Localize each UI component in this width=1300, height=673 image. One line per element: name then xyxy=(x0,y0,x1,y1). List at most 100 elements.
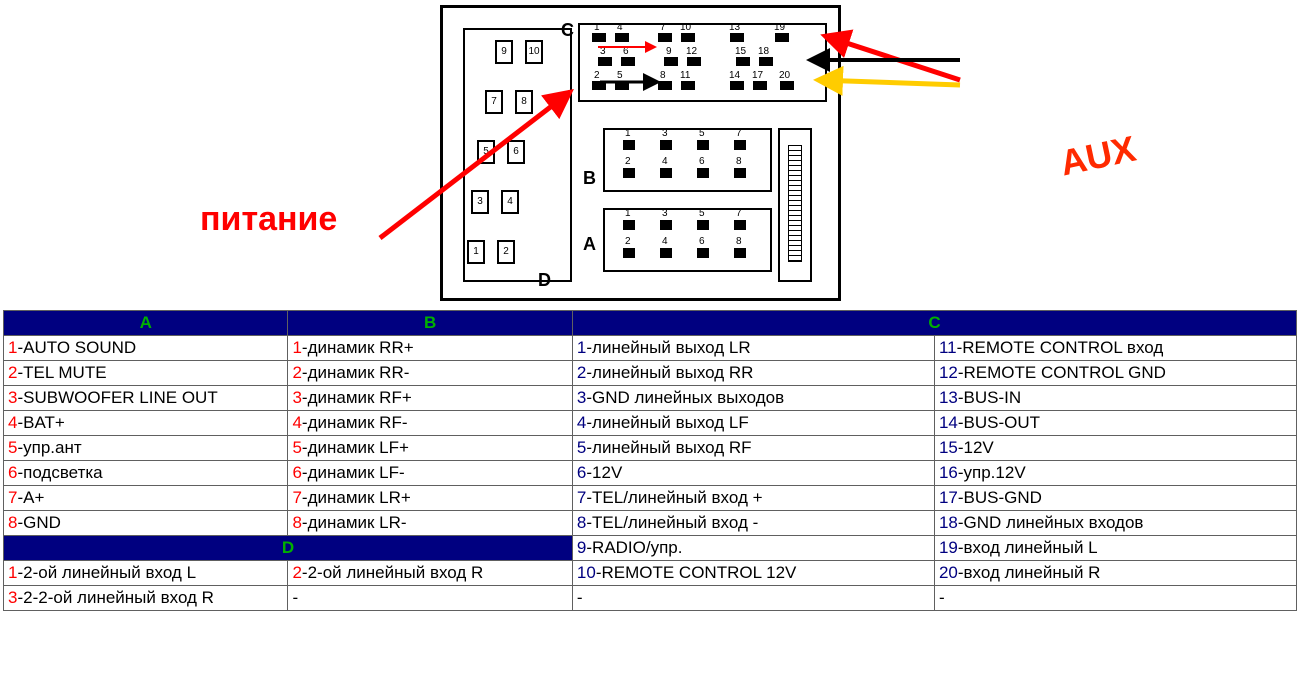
c-pin xyxy=(658,81,672,90)
c-pin xyxy=(775,33,789,42)
cell-b: 2-динамик RR- xyxy=(288,361,572,386)
cell-d: 2-2-ой линейный вход R xyxy=(288,561,572,586)
c-pin-label: 4 xyxy=(617,22,623,33)
connector-block-d: 9 10 7 8 5 6 3 4 1 2 xyxy=(463,28,572,282)
a-pin xyxy=(660,248,672,258)
c-pin-label: 6 xyxy=(623,46,629,57)
cell-c: 18-GND линейных входов xyxy=(934,511,1296,536)
c-pin-label: 18 xyxy=(758,46,769,57)
c-pin-label: 7 xyxy=(660,22,666,33)
a-pin-label: 4 xyxy=(662,236,668,247)
connector-block-a: 1 3 5 7 2 4 6 8 xyxy=(603,208,772,272)
connector-diagram: 9 10 7 8 5 6 3 4 1 2 D 1 4 7 10 13 19 3 … xyxy=(0,0,1300,310)
table-row: 7-A+7-динамик LR+7-TEL/линейный вход +17… xyxy=(4,486,1297,511)
d-pin: 10 xyxy=(525,40,543,64)
c-pin-label: 11 xyxy=(680,70,690,81)
b-pin-label: 6 xyxy=(699,156,705,167)
c-pin xyxy=(780,81,794,90)
cell-c: 5-линейный выход RF xyxy=(572,436,934,461)
cell-b: 8-динамик LR- xyxy=(288,511,572,536)
header-b: B xyxy=(288,311,572,336)
table-row: 8-GND8-динамик LR-8-TEL/линейный вход -1… xyxy=(4,511,1297,536)
annotation-power: питание xyxy=(200,200,337,239)
cell-b: 3-динамик RF+ xyxy=(288,386,572,411)
connector-block-b: 1 3 5 7 2 4 6 8 xyxy=(603,128,772,192)
cell-a: 2-TEL MUTE xyxy=(4,361,288,386)
block-label-b: B xyxy=(583,168,596,189)
cell-b: 4-динамик RF- xyxy=(288,411,572,436)
c-pin-label: 14 xyxy=(729,70,740,81)
cell-c: 19-вход линейный L xyxy=(934,536,1296,561)
b-pin xyxy=(660,140,672,150)
a-pin xyxy=(623,248,635,258)
cell-c: 16-упр.12V xyxy=(934,461,1296,486)
cell-c: 13-BUS-IN xyxy=(934,386,1296,411)
cell-c: 10-REMOTE CONTROL 12V xyxy=(572,561,934,586)
table-row: 2-TEL MUTE2-динамик RR-2-линейный выход … xyxy=(4,361,1297,386)
c-pin-label: 15 xyxy=(735,46,746,57)
pinout-table: A B C 1-AUTO SOUND1-динамик RR+1-линейны… xyxy=(3,310,1297,611)
cell-d: 1-2-ой линейный вход L xyxy=(4,561,288,586)
cell-c: 12-REMOTE CONTROL GND xyxy=(934,361,1296,386)
b-pin xyxy=(697,168,709,178)
header-a: A xyxy=(4,311,288,336)
c-pin xyxy=(681,81,695,90)
a-pin-label: 6 xyxy=(699,236,705,247)
table-row: 1-2-ой линейный вход L2-2-ой линейный вх… xyxy=(4,561,1297,586)
b-pin-label: 7 xyxy=(736,128,742,139)
connector-block-c: 1 4 7 10 13 19 3 6 9 12 15 18 2 5 8 11 1… xyxy=(578,23,827,102)
a-pin xyxy=(697,220,709,230)
d-pin: 7 xyxy=(485,90,503,114)
cell-c: 14-BUS-OUT xyxy=(934,411,1296,436)
c-pin xyxy=(598,57,612,66)
a-pin-label: 1 xyxy=(625,208,631,219)
c-pin xyxy=(730,81,744,90)
table-row: 3-2-2-ой линейный вход R--- xyxy=(4,586,1297,611)
b-pin-label: 3 xyxy=(662,128,668,139)
c-pin-label: 2 xyxy=(594,70,600,81)
c-pin xyxy=(592,33,606,42)
d-pin: 5 xyxy=(477,140,495,164)
cell-a: 6-подсветка xyxy=(4,461,288,486)
c-pin xyxy=(687,57,701,66)
d-pin: 6 xyxy=(507,140,525,164)
c-pin xyxy=(753,81,767,90)
cell-c: 8-TEL/линейный вход - xyxy=(572,511,934,536)
c-pin xyxy=(658,33,672,42)
cell-c: 1-линейный выход LR xyxy=(572,336,934,361)
d-pin: 2 xyxy=(497,240,515,264)
a-pin-label: 7 xyxy=(736,208,742,219)
d-pin: 1 xyxy=(467,240,485,264)
c-pin xyxy=(615,81,629,90)
a-pin xyxy=(697,248,709,258)
b-pin-label: 2 xyxy=(625,156,631,167)
cell-c: 2-линейный выход RR xyxy=(572,361,934,386)
b-pin xyxy=(623,140,635,150)
c-pin xyxy=(621,57,635,66)
a-pin xyxy=(734,248,746,258)
cell-c: 20-вход линейный R xyxy=(934,561,1296,586)
table-row: 5-упр.ант5-динамик LF+5-линейный выход R… xyxy=(4,436,1297,461)
a-pin xyxy=(734,220,746,230)
block-label-d: D xyxy=(538,270,551,291)
arrow-aux-red xyxy=(825,36,960,80)
table-row: 1-AUTO SOUND1-динамик RR+1-линейный выхо… xyxy=(4,336,1297,361)
c-pin xyxy=(730,33,744,42)
b-pin xyxy=(734,140,746,150)
cell-a: 1-AUTO SOUND xyxy=(4,336,288,361)
a-pin-label: 2 xyxy=(625,236,631,247)
c-pin-label: 5 xyxy=(617,70,623,81)
cell-a: 5-упр.ант xyxy=(4,436,288,461)
c-pin-label: 3 xyxy=(600,46,606,57)
header-d: D xyxy=(4,536,573,561)
cell-a: 8-GND xyxy=(4,511,288,536)
a-pin-label: 8 xyxy=(736,236,742,247)
b-pin xyxy=(660,168,672,178)
c-pin xyxy=(592,81,606,90)
connector-outline: 9 10 7 8 5 6 3 4 1 2 D 1 4 7 10 13 19 3 … xyxy=(440,5,841,301)
cell-d: - xyxy=(288,586,572,611)
cell-c: 7-TEL/линейный вход + xyxy=(572,486,934,511)
d-pin: 8 xyxy=(515,90,533,114)
cell-c: - xyxy=(572,586,934,611)
table-row: 4-BAT+4-динамик RF-4-линейный выход LF14… xyxy=(4,411,1297,436)
